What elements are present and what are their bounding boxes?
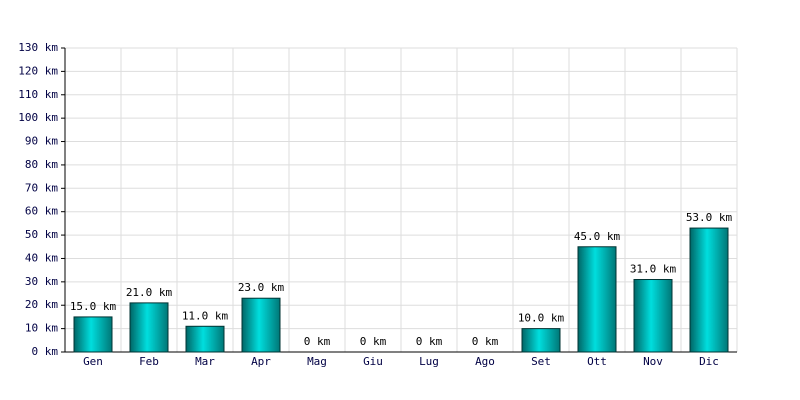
y-tick-label: 130 km bbox=[18, 41, 58, 54]
bar bbox=[633, 279, 673, 353]
x-tick-label: Giu bbox=[363, 355, 383, 368]
bar bbox=[577, 246, 617, 353]
x-tick-label: Feb bbox=[139, 355, 159, 368]
y-tick-label: 110 km bbox=[18, 88, 58, 101]
y-tick-label: 10 km bbox=[25, 322, 58, 335]
value-label: 10.0 km bbox=[518, 312, 565, 325]
x-tick-label: Set bbox=[531, 355, 551, 368]
y-tick-label: 90 km bbox=[25, 135, 58, 148]
bar bbox=[129, 302, 169, 353]
bar bbox=[521, 328, 561, 353]
value-label: 0 km bbox=[472, 335, 499, 348]
x-tick-label: Nov bbox=[643, 355, 663, 368]
x-tick-label: Apr bbox=[251, 355, 271, 368]
y-tick-label: 80 km bbox=[25, 158, 58, 171]
value-label: 15.0 km bbox=[70, 300, 117, 313]
x-tick-label: Gen bbox=[83, 355, 103, 368]
x-tick-label: Mar bbox=[195, 355, 215, 368]
x-tick-label: Ago bbox=[475, 355, 495, 368]
bar bbox=[241, 297, 281, 353]
y-tick-label: 20 km bbox=[25, 298, 58, 311]
value-label: 53.0 km bbox=[686, 211, 733, 224]
value-label: 21.0 km bbox=[126, 286, 173, 299]
value-label: 0 km bbox=[360, 335, 387, 348]
y-tick-label: 60 km bbox=[25, 205, 58, 218]
y-tick-label: 50 km bbox=[25, 228, 58, 241]
x-tick-label: Mag bbox=[307, 355, 327, 368]
y-tick-label: 40 km bbox=[25, 251, 58, 264]
x-tick-label: Ott bbox=[587, 355, 607, 368]
bar bbox=[689, 227, 729, 353]
value-label: 0 km bbox=[304, 335, 331, 348]
bar bbox=[185, 325, 225, 353]
value-label: 23.0 km bbox=[238, 281, 285, 294]
value-label: 11.0 km bbox=[182, 309, 229, 322]
y-tick-label: 30 km bbox=[25, 275, 58, 288]
value-label: 0 km bbox=[416, 335, 443, 348]
y-tick-label: 100 km bbox=[18, 111, 58, 124]
x-tick-label: Dic bbox=[699, 355, 719, 368]
value-label: 31.0 km bbox=[630, 263, 677, 276]
x-tick-label: Lug bbox=[419, 355, 439, 368]
y-tick-label: 70 km bbox=[25, 181, 58, 194]
y-tick-label: 0 km bbox=[32, 345, 59, 358]
value-label: 45.0 km bbox=[574, 230, 621, 243]
bar bbox=[73, 316, 113, 353]
y-tick-label: 120 km bbox=[18, 64, 58, 77]
